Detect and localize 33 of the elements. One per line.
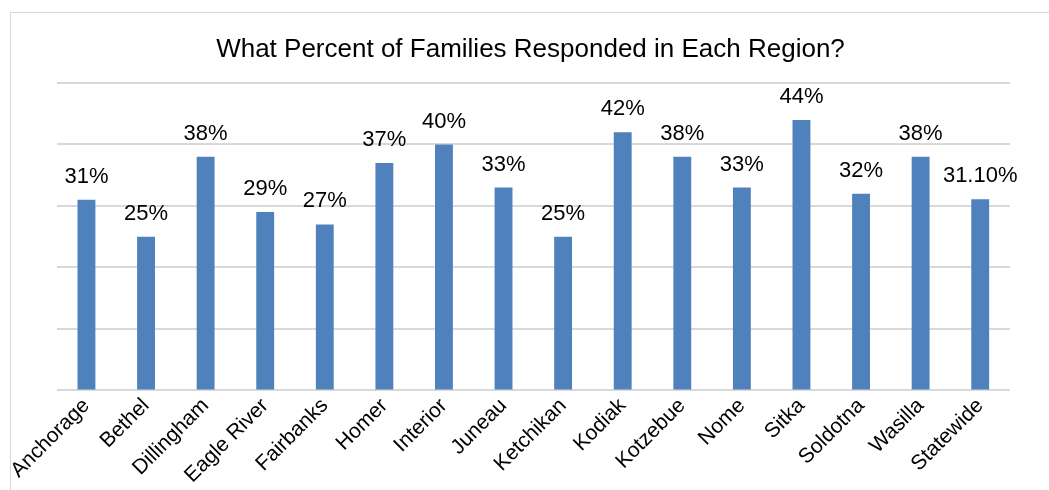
data-label: 29%: [243, 175, 288, 201]
data-label: 40%: [421, 107, 466, 133]
data-label: 33%: [719, 150, 764, 176]
data-label: 33%: [481, 150, 526, 176]
data-label: 31.10%: [942, 162, 1018, 188]
data-label: 25%: [541, 199, 586, 225]
bar: [852, 193, 870, 390]
bar: [137, 236, 155, 390]
data-label: 38%: [660, 119, 705, 145]
bar: [613, 132, 632, 390]
bar: [911, 156, 930, 390]
bar: [971, 199, 990, 390]
bar: [77, 199, 96, 390]
bar: [435, 144, 453, 390]
chart-title: What Percent of Families Responded in Each Region?: [215, 33, 846, 64]
bar: [792, 119, 811, 390]
data-label: 42%: [600, 95, 645, 121]
data-label: 27%: [302, 187, 347, 213]
data-label: 31%: [64, 162, 109, 188]
bar: [196, 156, 215, 390]
bar: [256, 212, 275, 390]
data-label: 44%: [779, 82, 824, 108]
data-label: 25%: [124, 199, 169, 225]
bar: [494, 187, 513, 390]
bar: [375, 162, 394, 390]
data-label: 32%: [839, 156, 884, 182]
bar: [315, 224, 334, 390]
data-label: 38%: [183, 119, 228, 145]
bar: [732, 187, 751, 390]
bar: [673, 156, 692, 390]
data-label: 38%: [898, 119, 943, 145]
bar: [554, 236, 573, 390]
data-label: 37%: [362, 125, 407, 151]
